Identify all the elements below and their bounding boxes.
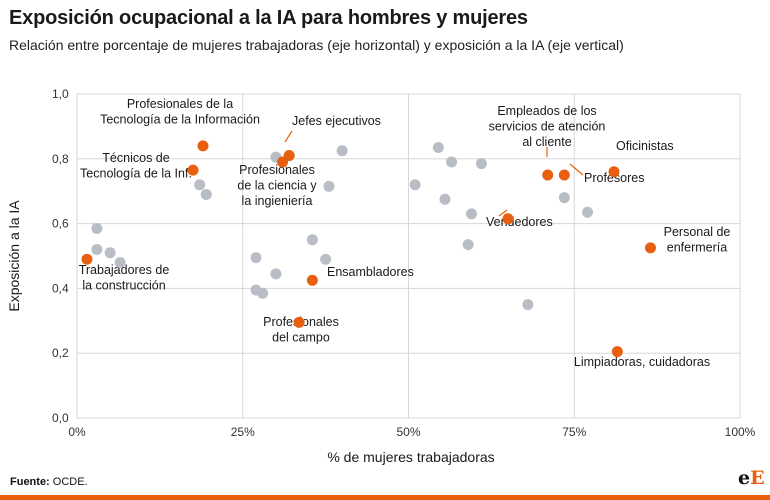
x-tick-label: 50% (396, 425, 420, 439)
logo-part-2: E (750, 467, 765, 489)
source-value: OCDE. (52, 476, 88, 488)
x-axis-title: % de mujeres trabajadoras (327, 449, 494, 465)
other-occupation-point (336, 145, 348, 157)
other-occupation-point (439, 193, 451, 205)
point-label: Jefes ejecutivos (292, 114, 381, 128)
highlighted-occupation-point (502, 213, 514, 225)
other-occupation-point (250, 252, 262, 264)
x-tick-label: 0% (68, 425, 86, 439)
highlighted-occupation-point (558, 169, 570, 181)
label-leader-line (498, 209, 508, 217)
grid-layer: 0,0 0,2 0,4 0,6 0,8 1,0 0% 25% 50% 75% 100% (52, 87, 756, 439)
other-occupation-point (320, 253, 332, 265)
source-label: Fuente: (10, 476, 50, 488)
point-label: Profesionales de la Tecnología de la Info… (100, 97, 260, 127)
highlighted-occupation-point (608, 166, 620, 178)
other-occupation-point (114, 256, 126, 268)
other-occupation-point (558, 192, 570, 204)
other-occupation-point (409, 179, 421, 191)
chart-title: Exposición ocupacional a la IA para homb… (9, 7, 528, 29)
highlighted-points-layer (81, 140, 656, 358)
point-label: Limpiadoras, cuidadoras (574, 355, 710, 369)
highlighted-occupation-point (644, 242, 656, 254)
publisher-logo: eE (738, 467, 765, 489)
point-label: Técnicos de Tecnología de la Inf. (80, 151, 192, 181)
highlighted-occupation-point (542, 169, 554, 181)
point-label-layer: Profesionales de la Tecnología de la Info… (79, 97, 731, 369)
point-label-line: al cliente (522, 135, 571, 149)
other-occupation-point (462, 239, 474, 251)
y-tick-label: 0,6 (52, 217, 69, 231)
logo-part-1: e (738, 467, 751, 489)
x-tick-label: 25% (231, 425, 255, 439)
point-label-line: Tecnología de la Inf. (80, 167, 192, 181)
label-leader-line (569, 163, 584, 176)
highlighted-occupation-point (197, 140, 209, 152)
other-occupation-point (446, 156, 458, 168)
other-occupation-point (465, 208, 477, 220)
other-points-layer (91, 141, 594, 311)
point-label: Oficinistas (616, 139, 674, 153)
point-label: Profesores (584, 171, 644, 185)
point-label-line: Oficinistas (616, 139, 674, 153)
highlighted-occupation-point (611, 346, 623, 358)
point-label-line: de la ciencia y (237, 179, 317, 193)
y-tick-label: 1,0 (52, 87, 69, 101)
highlighted-occupation-point (187, 164, 199, 176)
other-occupation-point (194, 179, 206, 191)
point-label-line: Profesores (584, 171, 644, 185)
point-label-line: Jefes ejecutivos (292, 114, 381, 128)
point-label: Vendedores (486, 215, 553, 229)
other-occupation-point (306, 234, 318, 246)
point-label-line: Técnicos de (102, 151, 169, 165)
point-label-line: Empleados de los (497, 104, 596, 118)
highlighted-occupation-point (277, 156, 289, 168)
point-label: Empleados de los servicios de atención al … (489, 104, 606, 149)
source-note: Fuente: OCDE. (10, 476, 88, 488)
y-tick-label: 0,8 (52, 152, 69, 166)
highlighted-occupation-point (293, 316, 305, 328)
y-tick-label: 0,2 (52, 346, 69, 360)
point-label-line: Limpiadoras, cuidadoras (574, 355, 710, 369)
y-tick-label: 0,4 (52, 281, 69, 295)
y-axis-title: Exposición a la IA (6, 200, 22, 312)
point-label: Trabajadores de la construcción (79, 263, 170, 293)
point-label-line: Vendedores (486, 215, 553, 229)
other-occupation-point (475, 158, 487, 170)
point-label: Personal de enfermería (664, 225, 731, 255)
point-label-line: la ingieniería (242, 194, 313, 208)
point-label-line: del campo (272, 331, 330, 345)
other-occupation-point (200, 188, 212, 200)
point-label-line: Trabajadores de (79, 263, 170, 277)
point-label-line: servicios de atención (489, 120, 606, 134)
other-occupation-point (432, 141, 444, 153)
bottom-accent-rule (0, 495, 770, 500)
highlighted-occupation-point (306, 274, 318, 286)
other-occupation-point (104, 247, 116, 259)
label-leader-line (284, 130, 293, 143)
point-label: Profesionales de la ciencia y la ingienier… (237, 163, 317, 208)
x-tick-label: 75% (562, 425, 586, 439)
other-occupation-point (522, 299, 534, 311)
other-occupation-point (582, 206, 594, 218)
point-label-line: Tecnología de la Información (100, 113, 260, 127)
point-label-line: Personal de (664, 225, 731, 239)
point-label-line: Ensambladores (327, 265, 414, 279)
other-occupation-point (91, 222, 103, 234)
point-label-line: Profesionales de la (127, 97, 233, 111)
other-occupation-point (323, 180, 335, 192)
other-occupation-point (91, 244, 103, 256)
other-occupation-point (270, 268, 282, 280)
highlighted-occupation-point (81, 253, 93, 265)
y-tick-label: 0,0 (52, 411, 69, 425)
point-label: Ensambladores (327, 265, 414, 279)
chart-subtitle: Relación entre porcentaje de mujeres tra… (9, 37, 624, 53)
point-label-line: Profesionales (239, 163, 315, 177)
point-label-line: enfermería (667, 241, 727, 255)
other-occupation-point (257, 287, 269, 299)
x-tick-label: 100% (725, 425, 756, 439)
point-label-line: la construcción (82, 279, 165, 293)
